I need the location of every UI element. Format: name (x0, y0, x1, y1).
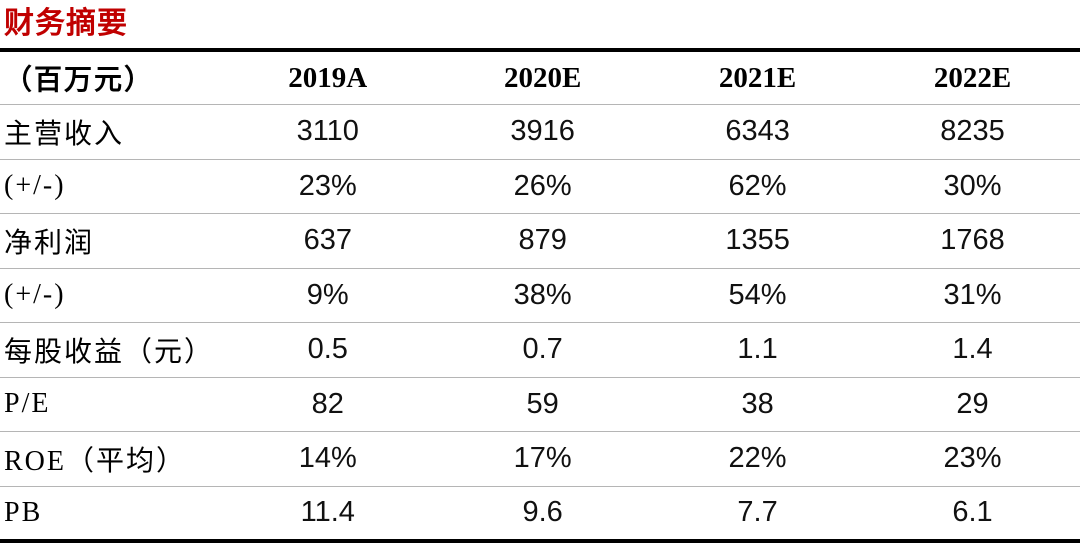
table-row-pb: PB 11.4 9.6 7.7 6.1 (0, 486, 1080, 541)
table-row-pe: P/E 82 59 38 29 (0, 377, 1080, 432)
data-cell: 29 (956, 387, 989, 420)
data-cell: 23% (943, 442, 1002, 475)
data-cell: 9% (306, 278, 349, 311)
data-cell: 26% (513, 169, 572, 202)
data-cell: 14% (298, 442, 357, 475)
column-header-2021e: 2021E (718, 61, 797, 94)
data-cell: 0.5 (307, 333, 348, 366)
data-cell: 22% (728, 442, 787, 475)
data-cell: 0.7 (522, 333, 563, 366)
row-label: 主营收入 (4, 118, 125, 150)
data-cell: 1.4 (952, 333, 993, 366)
data-cell: 879 (518, 224, 567, 257)
data-cell: 38 (741, 387, 774, 420)
table-row-revenue-growth: (+/-) 23% 26% 62% 30% (0, 159, 1080, 214)
data-cell: 637 (303, 224, 352, 257)
financial-summary-table: （百万元） 2019A 2020E 2021E 2022E 主营收入 3110 … (0, 48, 1080, 543)
row-label: (+/-) (4, 279, 66, 311)
row-label: PB (4, 496, 43, 528)
table-row-eps: 每股收益（元） 0.5 0.7 1.1 1.4 (0, 323, 1080, 377)
data-cell: 1355 (725, 224, 790, 257)
table-row-revenue: 主营收入 3110 3916 6343 8235 (0, 105, 1080, 159)
page-title: 财务摘要 (4, 7, 128, 40)
row-label: ROE（平均） (4, 445, 187, 477)
column-header-2020e: 2020E (504, 61, 582, 94)
table-row-net-profit: 净利润 637 879 1355 1768 (0, 214, 1080, 268)
row-label: 净利润 (4, 227, 95, 259)
data-cell: 38% (513, 278, 572, 311)
data-cell: 1768 (940, 224, 1005, 257)
column-header-2019a: 2019A (288, 61, 368, 94)
data-cell: 82 (311, 387, 344, 420)
data-cell: 23% (298, 169, 357, 202)
data-cell: 9.6 (522, 496, 563, 528)
data-cell: 62% (728, 169, 787, 202)
table-header-row: （百万元） 2019A 2020E 2021E 2022E (0, 50, 1080, 105)
data-cell: 31% (943, 278, 1002, 311)
column-header-2022e: 2022E (933, 61, 1012, 94)
row-label: P/E (4, 388, 51, 420)
data-cell: 11.4 (300, 496, 355, 528)
table-row-roe: ROE（平均） 14% 17% 22% 23% (0, 432, 1080, 486)
data-cell: 3916 (510, 115, 575, 148)
data-cell: 54% (728, 278, 787, 311)
data-cell: 6343 (725, 115, 790, 148)
data-cell: 30% (943, 169, 1002, 202)
data-cell: 6.1 (952, 496, 993, 528)
row-label: (+/-) (4, 170, 66, 202)
data-cell: 59 (526, 387, 559, 420)
unit-header-cell: （百万元） (4, 65, 155, 96)
data-cell: 8235 (940, 115, 1005, 148)
data-cell: 17% (513, 442, 572, 475)
data-cell: 3110 (296, 115, 359, 148)
data-cell: 1.1 (737, 333, 778, 366)
table-row-net-profit-growth: (+/-) 9% 38% 54% 31% (0, 268, 1080, 323)
row-label: 每股收益（元） (4, 336, 215, 368)
data-cell: 7.7 (737, 496, 778, 528)
